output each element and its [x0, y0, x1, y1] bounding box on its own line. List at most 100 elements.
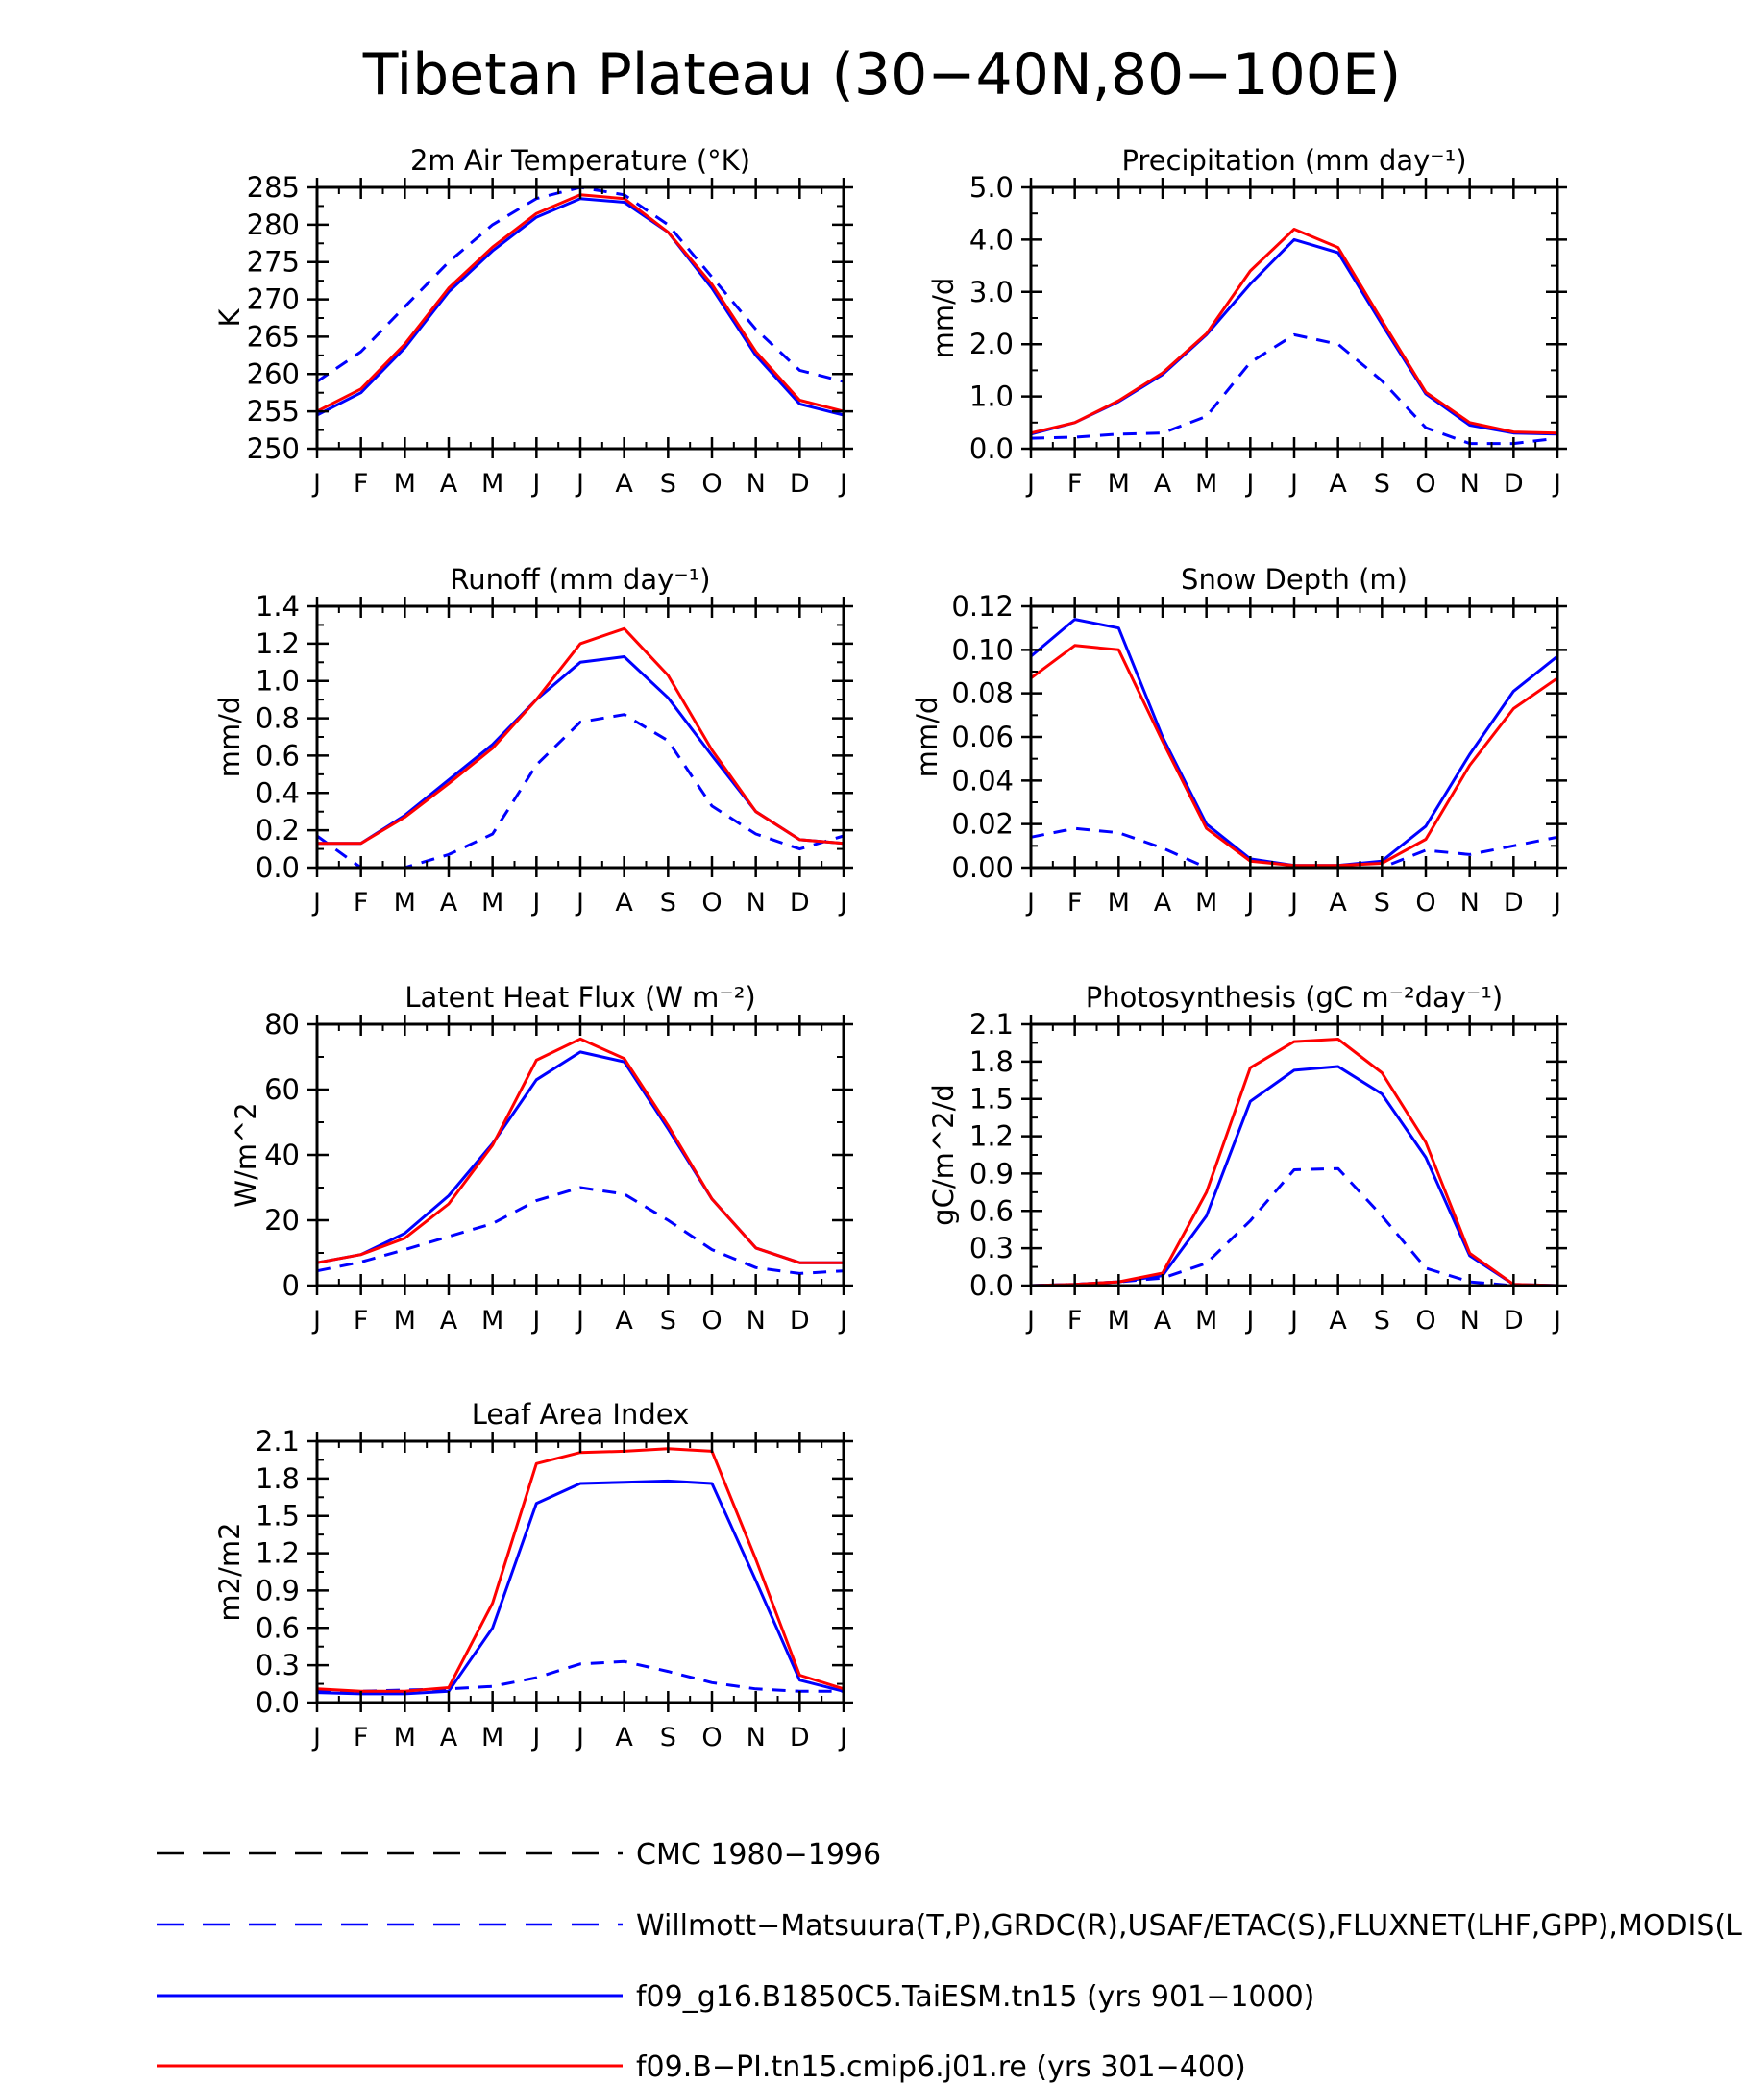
x-tick-label: M: [394, 888, 416, 918]
panel-title: Runoff (mm day⁻¹): [450, 563, 710, 596]
x-tick-label: M: [1108, 1306, 1130, 1336]
x-tick-label: M: [481, 1306, 503, 1336]
series-line-obs: [316, 1186, 845, 1275]
x-tick-label: J: [1244, 469, 1254, 499]
x-tick-label: D: [1504, 1306, 1524, 1336]
x-tick-label: O: [701, 1723, 722, 1753]
y-axis-label: mm/d: [927, 278, 960, 359]
y-axis-label: W/m^2: [230, 1102, 262, 1207]
panel-title: Leaf Area Index: [472, 1398, 689, 1431]
y-tick-label: 0.6: [256, 739, 300, 772]
y-tick-label: 250: [247, 432, 300, 465]
x-tick-label: J: [1288, 1306, 1298, 1336]
series-line-model1: [316, 1050, 844, 1264]
x-tick-label: O: [1415, 469, 1435, 499]
y-tick-label: 1.2: [256, 627, 300, 660]
series-line-model1: [316, 1479, 845, 1696]
x-tick-label: O: [701, 469, 722, 499]
plot-frame: [315, 185, 845, 451]
y-tick-label: 2.1: [256, 1425, 300, 1458]
series-line-model1: [1030, 618, 1558, 868]
y-tick-label: 0.0: [969, 432, 1014, 465]
x-tick-label: A: [615, 888, 633, 918]
x-tick-label: J: [311, 1723, 321, 1753]
x-tick-label: D: [1504, 469, 1524, 499]
x-tick-label: S: [660, 1723, 676, 1753]
x-tick-label: J: [311, 888, 321, 918]
x-tick-label: M: [1108, 469, 1130, 499]
x-tick-label: A: [1154, 469, 1172, 499]
legend-label-cmc: CMC 1980−1996: [636, 1838, 881, 1872]
x-tick-label: J: [1552, 469, 1561, 499]
series-line-model1: [317, 655, 845, 846]
panel-title: Snow Depth (m): [1181, 563, 1408, 596]
y-tick-label: 40: [264, 1139, 300, 1171]
x-tick-label: J: [1288, 469, 1298, 499]
legend-label-obs: Willmott−Matsuura(T,P),GRDC(R),USAF/ETAC…: [636, 1909, 1742, 1943]
series-line-obs: [316, 713, 845, 870]
x-tick-label: J: [311, 1306, 321, 1336]
x-tick-label: M: [394, 469, 416, 499]
series-line-model2: [316, 1037, 844, 1264]
y-tick-label: 0.00: [951, 851, 1014, 884]
x-tick-label: F: [354, 1306, 369, 1336]
y-tick-label: 0.06: [951, 721, 1014, 753]
y-tick-label: 5.0: [969, 171, 1014, 204]
y-tick-label: 0.04: [951, 764, 1014, 797]
x-tick-label: D: [790, 1723, 810, 1753]
x-tick-label: M: [481, 469, 503, 499]
x-tick-label: O: [701, 888, 722, 918]
series-line-model2: [316, 193, 845, 413]
chart-panel: J F M A M J J A S O N D J0.00.30.60.91.21.51.82.1Lea…: [213, 1398, 853, 1753]
x-tick-label: N: [1460, 469, 1480, 499]
y-tick-label: 1.5: [969, 1083, 1014, 1116]
y-axis-label: K: [213, 308, 246, 328]
chart-panel: J F M A M J J A S O N D J2502552602652702752802852m …: [213, 144, 853, 499]
y-tick-label: 0.4: [256, 776, 300, 809]
x-tick-label: N: [747, 888, 766, 918]
x-tick-label: D: [1504, 888, 1524, 918]
x-tick-label: J: [575, 888, 584, 918]
series-line-obs: [1030, 1166, 1557, 1287]
y-tick-label: 0.3: [256, 1649, 300, 1681]
y-axis-label: m2/m2: [213, 1522, 246, 1621]
x-tick-label: F: [354, 469, 369, 499]
x-tick-label: J: [575, 1723, 584, 1753]
y-tick-label: 1.2: [256, 1537, 300, 1570]
x-tick-label: J: [838, 1306, 847, 1336]
y-tick-label: 1.8: [969, 1045, 1014, 1078]
x-tick-label: S: [1374, 1306, 1390, 1336]
x-tick-label: F: [1067, 469, 1083, 499]
x-tick-label: J: [575, 1306, 584, 1336]
figure-title: Tibetan Plateau (30−40N,80−100E): [362, 41, 1402, 109]
panel-title: Precipitation (mm day⁻¹): [1121, 144, 1466, 177]
panel-title: Photosynthesis (gC m⁻²day⁻¹): [1086, 981, 1503, 1014]
y-tick-label: 255: [247, 395, 300, 428]
y-axis-label: mm/d: [911, 697, 943, 778]
y-tick-label: 0.2: [256, 814, 300, 846]
y-tick-label: 2.1: [969, 1008, 1014, 1041]
x-tick-label: A: [440, 1306, 458, 1336]
x-tick-label: M: [1108, 888, 1130, 918]
x-tick-label: J: [1288, 888, 1298, 918]
x-tick-label: J: [1025, 888, 1035, 918]
x-tick-label: M: [394, 1306, 416, 1336]
x-tick-label: D: [790, 469, 810, 499]
y-tick-label: 1.4: [256, 590, 300, 623]
x-tick-label: J: [575, 469, 584, 499]
chart-panel: J F M A M J J A S O N D J0.00.20.40.60.81.01.21.4Run…: [213, 563, 853, 918]
x-tick-label: A: [1154, 888, 1172, 918]
plot-frame: [1029, 1022, 1559, 1287]
y-tick-label: 270: [247, 283, 300, 316]
y-tick-label: 4.0: [969, 223, 1014, 256]
y-tick-label: 0.0: [256, 1686, 300, 1719]
x-tick-label: F: [354, 1723, 369, 1753]
chart-panel: J F M A M J J A S O N D J0.000.020.040.060.080.100.1…: [911, 563, 1567, 918]
x-tick-label: A: [440, 469, 458, 499]
chart-panel: J F M A M J J A S O N D J0.00.30.60.91.21.51.82.1Pho…: [927, 981, 1567, 1336]
x-tick-label: N: [747, 1306, 766, 1336]
x-tick-label: F: [1067, 888, 1083, 918]
x-tick-label: M: [1195, 888, 1217, 918]
y-tick-label: 0.8: [256, 702, 300, 735]
